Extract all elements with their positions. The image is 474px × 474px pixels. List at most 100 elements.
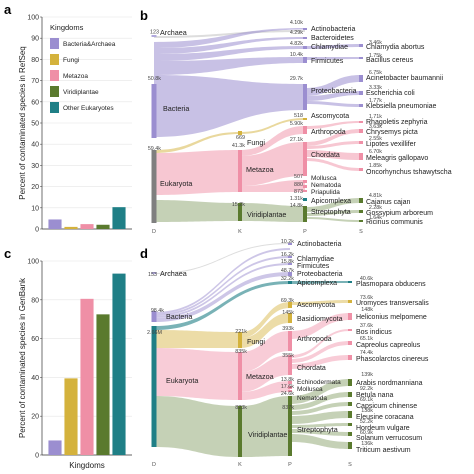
node-value-chlamydiae: 4.82k: [290, 41, 303, 47]
node-plasmopara-obducens: [348, 281, 352, 283]
node-value-nematoda: 880: [294, 182, 303, 188]
node-label-rhagoletis-zephyria: Rhagoletis zephyria: [366, 119, 428, 126]
node-label-firmicutes: Firmicutes: [297, 263, 330, 270]
axis-label-s: S: [348, 462, 352, 468]
node-bacteria: [151, 311, 157, 322]
legend-label-bacteria-archaea: Bacteria&Archaea: [63, 41, 116, 48]
node-label-streptophyta: Streptophyta: [311, 209, 351, 216]
node-label-meleagris-gallopavo: Meleagris gallopavo: [366, 155, 428, 162]
flow-bacteria-proteobacteria: [154, 75, 305, 137]
node-value-fungi: 669: [236, 135, 245, 141]
flow-metazoa-chordata: [240, 142, 305, 186]
panel-letter-a: a: [4, 2, 12, 17]
node-value-phascolarctos-cinereus: 74.4k: [360, 350, 373, 356]
node-label-apicomplexa: Apicomplexa: [297, 280, 337, 287]
node-capreolus-capreolus: [348, 341, 352, 345]
node-phascolarctos-cinereus: [348, 355, 352, 360]
y-tick-label: 100: [27, 15, 39, 22]
node-value-actinobacteria: 4.10k: [290, 20, 303, 26]
node-lipotes-vexillifer: [359, 141, 363, 144]
y-axis-label: Percent of contaminated species in RefSe…: [18, 46, 27, 199]
node-value-heliconius-melpomene: 148k: [361, 307, 373, 313]
node-value-bacteria: 98.4k: [151, 308, 164, 314]
flow-bacteria-proteobacteria: [154, 272, 290, 322]
flow-streptophyta-triticum: [290, 434, 350, 449]
node-label-streptophyta: Streptophyta: [297, 425, 338, 434]
node-value-arabis-nordmanniana: 139k: [361, 372, 373, 378]
node-streptophyta: [288, 396, 292, 456]
node-value-escherichia-coli: 3.33k: [369, 85, 382, 91]
node-label-chlamydia-abortus: Chlamydia abortus: [366, 44, 425, 51]
node-rhagoletis-zephyria: [359, 121, 363, 123]
node-label-chlamydiae: Chlamydiae: [297, 256, 334, 263]
flow-chordata-meleagris: [305, 150, 361, 160]
node-uromyces-transversalis: [348, 300, 352, 303]
node-bacteroidetes: [303, 37, 307, 39]
axis-label-k: K: [238, 462, 242, 468]
flow-proteobacteria-escherichia: [305, 91, 361, 101]
flow-archaea-to-phylum: [154, 243, 290, 274]
node-eukaryota: [151, 326, 157, 447]
y-tick-label: 40: [31, 142, 39, 149]
node-label-fungi: Fungi: [247, 337, 265, 346]
flow-chordata-bos: [290, 329, 350, 358]
flow-chordata-phascolarctos: [290, 355, 350, 369]
flow-streptophyta-cajanus: [305, 198, 361, 212]
legend-swatch-metazoa: [50, 70, 59, 81]
node-value-triticum-aestivum: 136k: [361, 441, 373, 447]
node-label-oncorhynchus-tshawytscha: Oncorhynchus tshawytscha: [366, 169, 452, 176]
axis-label-p: P: [303, 229, 307, 235]
y-tick-label: 0: [35, 227, 39, 234]
node-value-viridiplantae: 15.2k: [232, 202, 245, 208]
node-label-eukaryota: Eukaryota: [160, 179, 192, 188]
node-proteobacteria: [288, 272, 292, 276]
node-chlamydiae: [288, 256, 292, 258]
node-chordata: [288, 355, 292, 375]
node-arthropoda: [303, 126, 307, 134]
bar-fungi: [64, 378, 78, 455]
node-value-ascomycota: 69.3k: [281, 298, 294, 304]
bar-viridiplantae: [96, 224, 110, 229]
flow-eukaryota-fungi: [154, 132, 240, 153]
node-apicomplexa: [288, 281, 292, 284]
node-betula-nana: [348, 392, 352, 397]
node-value-bacteria: 50.8k: [148, 76, 161, 82]
node-value-mollusca: 17.6k: [281, 384, 294, 390]
node-nematoda: [303, 185, 307, 188]
node-value-metazoa: 835k: [235, 349, 247, 355]
y-tick-label: 80: [31, 57, 39, 64]
node-solanum-verrucosum: [348, 432, 352, 436]
node-value-arthropoda: 5.90k: [290, 121, 303, 127]
node-firmicutes: [303, 57, 307, 63]
y-tick-label: 40: [31, 375, 39, 382]
node-label-heliconius-melpomene: Heliconius melpomene: [356, 314, 427, 321]
node-value-chlamydia-abortus: 3.46k: [369, 40, 382, 46]
node-label-capsicum-chinense: Capsicum chinense: [356, 403, 417, 410]
node-label-apicomplexa: Apicomplexa: [311, 198, 351, 205]
node-chlamydiae: [303, 46, 307, 49]
node-value-bacteroidetes: 4.29k: [290, 30, 303, 36]
panel-letter-c: c: [4, 246, 11, 261]
flow-metazoa-chordata: [240, 355, 290, 392]
flow-proteobacteria-acinetobacter: [305, 75, 361, 96]
legend-label-other-eukaryotes: Other Eukaryotes: [63, 105, 114, 112]
node-value-proteobacteria: 48.7k: [281, 268, 294, 274]
node-value-firmicutes: 15.8k: [281, 259, 294, 265]
node-value-lipotes-vexillifer: 2.55k: [369, 136, 382, 142]
node-label-viridiplantae: Viridiplantae: [247, 210, 286, 219]
node-value-arthropoda: 393k: [282, 326, 294, 332]
legend-label-viridiplantae: Viridiplantae: [63, 89, 99, 96]
node-viridiplantae: [238, 203, 242, 221]
flow-bacteria-chlamydiae: [154, 256, 290, 316]
node-label-eleusine-coracana: Eleusine coracana: [356, 414, 414, 421]
flow-streptophyta-solanum: [290, 429, 350, 436]
node-value-bos-indicus: 37.6k: [360, 323, 373, 329]
node-viridiplantae: [238, 406, 242, 457]
node-bacillus-cereus: [359, 57, 363, 59]
flow-chordata-oncorhynchus: [305, 158, 361, 171]
y-tick-label: 20: [31, 184, 39, 191]
legend-swatch-fungi: [50, 54, 59, 65]
node-eukaryota: [151, 150, 157, 223]
flow-fungi-ascomycota: [240, 118, 305, 134]
